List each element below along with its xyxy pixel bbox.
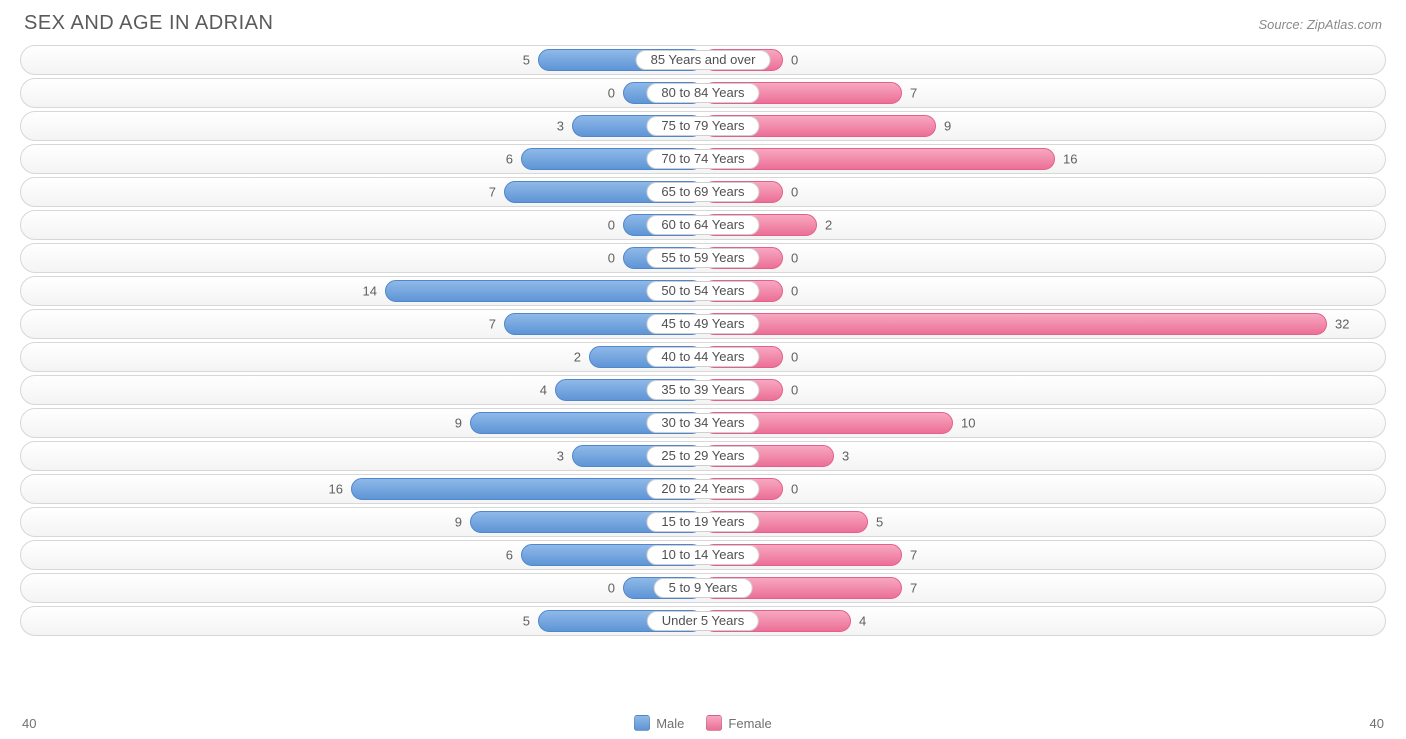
- male-value: 7: [489, 185, 496, 200]
- age-range-label: 65 to 69 Years: [646, 182, 759, 202]
- chart-header: SEX AND AGE IN ADRIAN Source: ZipAtlas.c…: [20, 12, 1386, 35]
- age-range-label: 30 to 34 Years: [646, 413, 759, 433]
- population-pyramid: 5085 Years and over0780 to 84 Years3975 …: [20, 45, 1386, 709]
- age-range-label: 60 to 64 Years: [646, 215, 759, 235]
- male-value: 5: [523, 53, 530, 68]
- male-value: 7: [489, 317, 496, 332]
- age-range-label: 80 to 84 Years: [646, 83, 759, 103]
- legend-label-male: Male: [656, 716, 684, 731]
- chart-row: 9 5 15 to 19 Years: [20, 507, 1386, 537]
- axis-max-left: 40: [22, 716, 36, 731]
- male-value: 5: [523, 614, 530, 629]
- age-range-label: 75 to 79 Years: [646, 116, 759, 136]
- age-range-label: Under 5 Years: [647, 611, 759, 631]
- chart-row: 9 10 30 to 34 Years: [20, 408, 1386, 438]
- male-value: 16: [329, 482, 343, 497]
- female-value: 2: [825, 218, 832, 233]
- female-bar: [703, 313, 1327, 335]
- male-value: 6: [506, 152, 513, 167]
- chart-row: 6 16 70 to 74 Years: [20, 144, 1386, 174]
- female-value: 0: [791, 185, 798, 200]
- male-value: 0: [608, 86, 615, 101]
- female-value: 16: [1063, 152, 1077, 167]
- female-value: 32: [1335, 317, 1349, 332]
- female-value: 10: [961, 416, 975, 431]
- female-swatch-icon: [706, 715, 722, 731]
- female-value: 7: [910, 548, 917, 563]
- female-value: 7: [910, 86, 917, 101]
- axis-max-right: 40: [1370, 716, 1384, 731]
- legend: Male Female: [634, 715, 772, 731]
- male-value: 0: [608, 218, 615, 233]
- legend-label-female: Female: [728, 716, 771, 731]
- chart-row: 0 2 60 to 64 Years: [20, 210, 1386, 240]
- female-value: 5: [876, 515, 883, 530]
- chart-row: 14 0 50 to 54 Years: [20, 276, 1386, 306]
- age-range-label: 40 to 44 Years: [646, 347, 759, 367]
- female-value: 0: [791, 383, 798, 398]
- female-value: 3: [842, 449, 849, 464]
- chart-row: 0 7 80 to 84 Years: [20, 78, 1386, 108]
- age-range-label: 15 to 19 Years: [646, 512, 759, 532]
- age-range-label: 20 to 24 Years: [646, 479, 759, 499]
- chart-source: Source: ZipAtlas.com: [1258, 17, 1382, 32]
- chart-row: 0 0 55 to 59 Years: [20, 243, 1386, 273]
- male-value: 2: [574, 350, 581, 365]
- age-range-label: 35 to 39 Years: [646, 380, 759, 400]
- age-range-label: 55 to 59 Years: [646, 248, 759, 268]
- chart-row: 3 9 75 to 79 Years: [20, 111, 1386, 141]
- chart-row: 0 7 5 to 9 Years: [20, 573, 1386, 603]
- legend-item-female: Female: [706, 715, 771, 731]
- chart-footer: 40 Male Female 40: [20, 715, 1386, 731]
- female-value: 0: [791, 482, 798, 497]
- male-value: 9: [455, 515, 462, 530]
- male-value: 3: [557, 119, 564, 134]
- chart-row: 5 4 Under 5 Years: [20, 606, 1386, 636]
- female-value: 4: [859, 614, 866, 629]
- female-value: 7: [910, 581, 917, 596]
- chart-row: 16 0 20 to 24 Years: [20, 474, 1386, 504]
- male-value: 4: [540, 383, 547, 398]
- chart-row: 6 7 10 to 14 Years: [20, 540, 1386, 570]
- chart-row: 4 0 35 to 39 Years: [20, 375, 1386, 405]
- male-swatch-icon: [634, 715, 650, 731]
- chart-row: 5 0 85 Years and over: [20, 45, 1386, 75]
- male-value: 9: [455, 416, 462, 431]
- age-range-label: 10 to 14 Years: [646, 545, 759, 565]
- female-value: 0: [791, 284, 798, 299]
- chart-row: 2 0 40 to 44 Years: [20, 342, 1386, 372]
- age-range-label: 70 to 74 Years: [646, 149, 759, 169]
- age-range-label: 50 to 54 Years: [646, 281, 759, 301]
- female-value: 0: [791, 251, 798, 266]
- female-value: 9: [944, 119, 951, 134]
- male-value: 0: [608, 251, 615, 266]
- age-range-label: 45 to 49 Years: [646, 314, 759, 334]
- age-range-label: 85 Years and over: [636, 50, 771, 70]
- age-range-label: 5 to 9 Years: [654, 578, 753, 598]
- female-value: 0: [791, 350, 798, 365]
- chart-title: SEX AND AGE IN ADRIAN: [24, 12, 273, 35]
- chart-row: 7 0 65 to 69 Years: [20, 177, 1386, 207]
- male-value: 14: [363, 284, 377, 299]
- chart-row: 3 3 25 to 29 Years: [20, 441, 1386, 471]
- legend-item-male: Male: [634, 715, 684, 731]
- chart-row: 7 32 45 to 49 Years: [20, 309, 1386, 339]
- male-value: 6: [506, 548, 513, 563]
- female-value: 0: [791, 53, 798, 68]
- male-value: 3: [557, 449, 564, 464]
- male-value: 0: [608, 581, 615, 596]
- age-range-label: 25 to 29 Years: [646, 446, 759, 466]
